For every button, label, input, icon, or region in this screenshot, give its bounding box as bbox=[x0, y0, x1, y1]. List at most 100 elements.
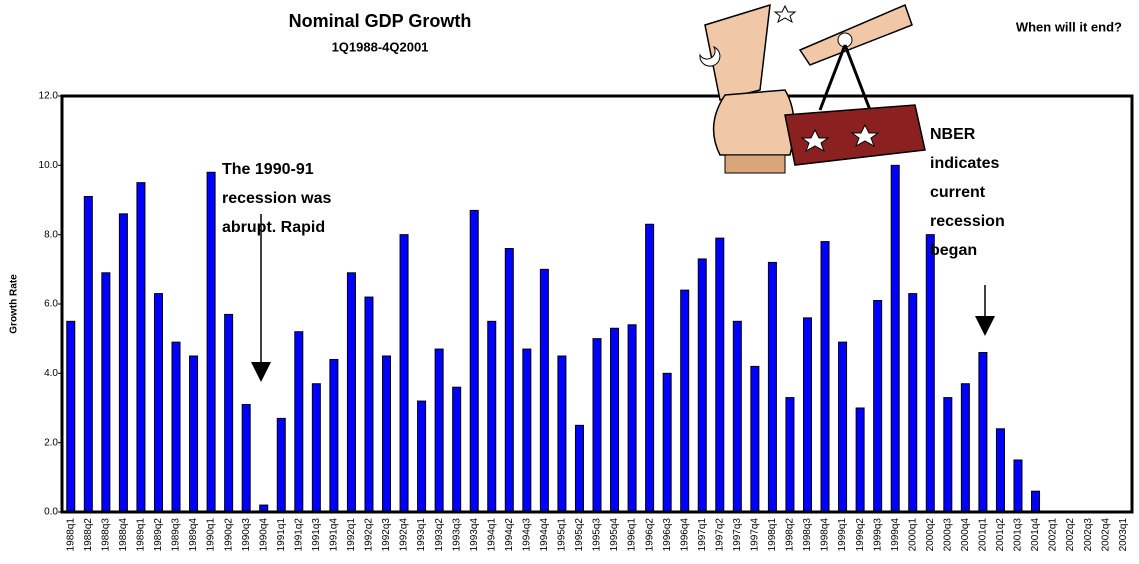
bar bbox=[241, 404, 251, 513]
x-tick-label: 1997q3 bbox=[732, 518, 743, 552]
x-tick-label: 2000q4 bbox=[960, 518, 971, 552]
bar bbox=[1013, 459, 1023, 513]
x-tick-label: 1991q1 bbox=[276, 518, 287, 552]
bar bbox=[785, 397, 795, 513]
y-tick-label: 10.0 bbox=[39, 160, 59, 171]
bar bbox=[101, 272, 111, 513]
x-tick-label: 2003q1 bbox=[1118, 518, 1129, 552]
telescope-ring bbox=[837, 32, 853, 48]
wizard-body bbox=[712, 89, 795, 156]
x-tick-label: 1995q4 bbox=[609, 518, 620, 552]
x-tick-label: 2001q4 bbox=[1030, 518, 1041, 552]
bar bbox=[189, 355, 199, 513]
y-tick-label: 6.0 bbox=[44, 299, 58, 310]
x-tick-label: 1994q3 bbox=[521, 518, 532, 552]
bar bbox=[838, 341, 848, 513]
bar bbox=[399, 234, 409, 513]
bar bbox=[539, 268, 549, 513]
star bbox=[850, 123, 880, 148]
x-tick-label: 1995q2 bbox=[574, 518, 585, 552]
x-tick-label: 1992q3 bbox=[381, 518, 392, 552]
annotation: indicates bbox=[930, 155, 999, 172]
bar bbox=[680, 289, 690, 513]
bar bbox=[890, 164, 900, 513]
x-tick-label: 2001q3 bbox=[1013, 518, 1024, 552]
x-tick-label: 1995q1 bbox=[557, 518, 568, 552]
x-tick-label: 2002q3 bbox=[1083, 518, 1094, 552]
bar bbox=[329, 358, 339, 513]
x-tick-label: 1991q4 bbox=[329, 518, 340, 552]
bar bbox=[943, 397, 953, 513]
x-tick-label: 1995q3 bbox=[592, 518, 603, 552]
bar bbox=[908, 293, 918, 513]
bar bbox=[767, 261, 777, 513]
x-tick-label: 1994q1 bbox=[486, 518, 497, 552]
bar bbox=[627, 324, 637, 513]
bar bbox=[820, 241, 830, 513]
bar bbox=[592, 338, 602, 513]
bar bbox=[224, 313, 234, 513]
x-tick-label: 1998q4 bbox=[820, 518, 831, 552]
bar bbox=[855, 407, 865, 513]
annotation: began bbox=[930, 242, 977, 259]
x-tick-label: 1993q2 bbox=[434, 518, 445, 552]
x-tick-label: 1996q2 bbox=[644, 518, 655, 552]
x-tick-label: 1988q3 bbox=[100, 518, 111, 552]
y-tick-label: 4.0 bbox=[44, 368, 58, 379]
star bbox=[773, 4, 797, 24]
bar bbox=[750, 365, 760, 513]
x-tick-label: 1989q1 bbox=[136, 518, 147, 552]
plot-area: 0.0 2.0 4.0 6.0 8.0 10.0 12.0 1988q1 1988q2 1988q… bbox=[39, 91, 1134, 552]
bar bbox=[662, 372, 672, 513]
x-tick-label: 1989q3 bbox=[171, 518, 182, 552]
bar bbox=[557, 355, 567, 513]
x-tick-label: 1988q4 bbox=[118, 518, 129, 552]
x-tick-label: 2002q4 bbox=[1100, 518, 1111, 552]
x-tick-label: 1990q4 bbox=[258, 518, 269, 552]
x-tick-label: 1997q4 bbox=[750, 518, 761, 552]
x-tick-label: 1998q1 bbox=[767, 518, 778, 552]
x-tick-label: 2001q2 bbox=[995, 518, 1006, 552]
bar bbox=[206, 171, 216, 513]
x-tick-label: 1993q3 bbox=[451, 518, 462, 552]
bar bbox=[732, 320, 742, 513]
bar bbox=[978, 352, 988, 513]
tripod bbox=[843, 44, 872, 111]
x-tick-label: 1998q2 bbox=[785, 518, 796, 552]
bar bbox=[417, 400, 427, 513]
x-tick-label: 1990q1 bbox=[206, 518, 217, 552]
x-tick-label: 2001q1 bbox=[978, 518, 989, 552]
bar bbox=[960, 383, 970, 513]
x-tick-label: 1992q4 bbox=[399, 518, 410, 552]
bar bbox=[645, 223, 655, 513]
x-tick-label: 1996q4 bbox=[679, 518, 690, 552]
bar bbox=[382, 355, 392, 513]
x-tick-label: 1998q3 bbox=[802, 518, 813, 552]
x-tick-label: 1997q2 bbox=[714, 518, 725, 552]
bar bbox=[364, 296, 374, 513]
x-tick-label: 1999q4 bbox=[890, 518, 901, 552]
bar bbox=[873, 300, 883, 513]
bar bbox=[995, 428, 1005, 513]
bar bbox=[469, 209, 479, 513]
x-tick-label: 1993q1 bbox=[416, 518, 427, 552]
bar bbox=[522, 348, 532, 513]
x-tick-label: 1992q2 bbox=[364, 518, 375, 552]
x-tick-label: 1991q2 bbox=[293, 518, 304, 552]
bar bbox=[697, 258, 707, 513]
x-tick-label: 1997q1 bbox=[697, 518, 708, 552]
bar bbox=[171, 341, 181, 513]
bar bbox=[925, 234, 935, 513]
x-tick-label: 2000q3 bbox=[942, 518, 953, 552]
x-tick-label: 1999q1 bbox=[837, 518, 848, 552]
annotation: The 1990-91 bbox=[222, 161, 314, 178]
bar bbox=[66, 320, 76, 513]
x-tick-label: 1999q3 bbox=[872, 518, 883, 552]
annotation: current bbox=[930, 184, 986, 201]
x-tick-label: 2000q2 bbox=[925, 518, 936, 552]
bar bbox=[294, 331, 304, 513]
bar bbox=[574, 424, 584, 513]
bar bbox=[504, 248, 514, 513]
tripod bbox=[818, 44, 847, 111]
bar bbox=[610, 327, 620, 513]
